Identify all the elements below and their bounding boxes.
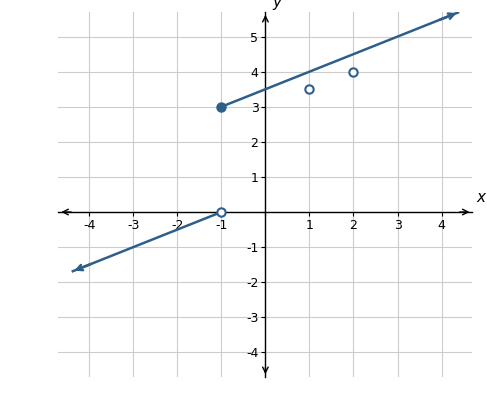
Text: x: x <box>477 190 486 205</box>
Text: y: y <box>272 0 281 10</box>
